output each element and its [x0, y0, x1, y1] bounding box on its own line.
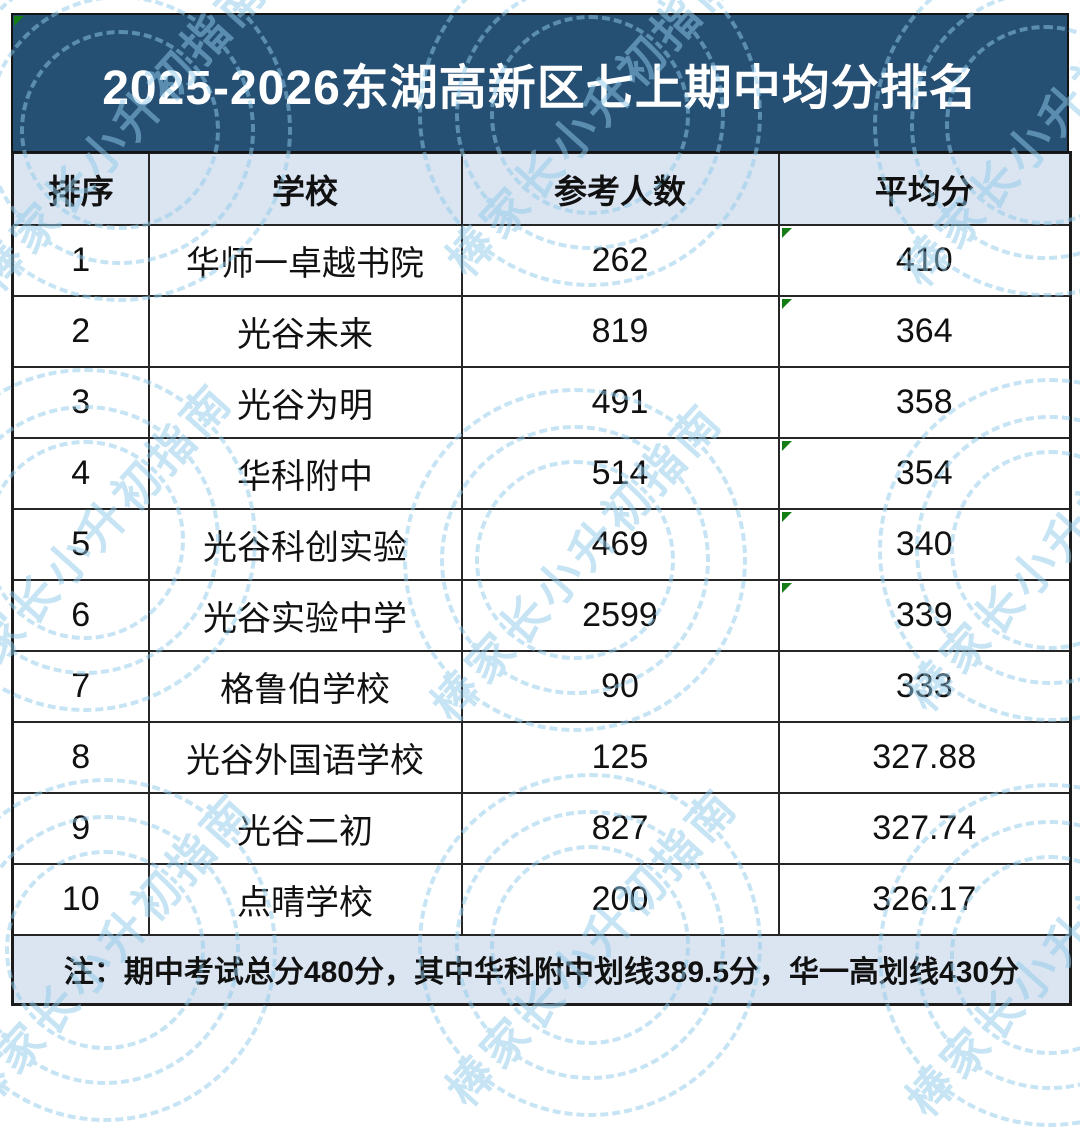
table-row: 5 光谷科创实验 469 340: [11, 507, 1072, 581]
table-row: 8 光谷外国语学校 125 327.88: [11, 720, 1072, 794]
school-cell: 格鲁伯学校: [147, 649, 463, 723]
excel-corner-flag-icon: [14, 16, 24, 26]
ranking-table: 排序 学校 参考人数 平均分 1 华师一卓越书院 262 410 2 光谷未来 …: [11, 151, 1072, 1006]
school-cell: 光谷未来: [147, 294, 463, 368]
rank-cell: 7: [11, 649, 150, 723]
school-cell: 光谷二初: [147, 791, 463, 865]
count-cell: 262: [460, 223, 780, 297]
header-school: 学校: [147, 151, 463, 226]
count-cell: 819: [460, 294, 780, 368]
rank-cell: 4: [11, 436, 150, 510]
number-stored-as-text-flag-icon: [781, 582, 792, 593]
avg-value: 358: [895, 382, 953, 421]
school-cell: 光谷实验中学: [147, 578, 463, 652]
number-stored-as-text-flag-icon: [781, 440, 792, 451]
table-row: 2 光谷未来 819 364: [11, 294, 1072, 368]
count-cell: 125: [460, 720, 780, 794]
avg-cell: 358: [777, 365, 1072, 439]
header-row: 排序 学校 参考人数 平均分: [11, 151, 1072, 226]
count-cell: 827: [460, 791, 780, 865]
number-stored-as-text-flag-icon: [781, 511, 792, 522]
table-row: 1 华师一卓越书院 262 410: [11, 223, 1072, 297]
footnote-row: 注：期中考试总分480分，其中华科附中划线389.5分，华一高划线430分: [11, 933, 1072, 1006]
avg-value: 339: [895, 595, 953, 634]
avg-cell: 327.74: [777, 791, 1072, 865]
school-cell: 光谷为明: [147, 365, 463, 439]
count-cell: 469: [460, 507, 780, 581]
rank-cell: 2: [11, 294, 150, 368]
title-bar: 2025-2026东湖高新区七上期中均分排名: [11, 13, 1069, 153]
avg-value: 327.74: [872, 808, 977, 847]
number-stored-as-text-flag-icon: [781, 227, 792, 238]
count-cell: 2599: [460, 578, 780, 652]
avg-cell: 354: [777, 436, 1072, 510]
header-avg: 平均分: [777, 151, 1072, 226]
rank-cell: 5: [11, 507, 150, 581]
school-cell: 华师一卓越书院: [147, 223, 463, 297]
page-title: 2025-2026东湖高新区七上期中均分排名: [102, 62, 978, 115]
count-cell: 514: [460, 436, 780, 510]
school-cell: 光谷外国语学校: [147, 720, 463, 794]
avg-cell: 326.17: [777, 862, 1072, 936]
avg-value: 364: [895, 311, 953, 350]
header-count: 参考人数: [460, 151, 780, 226]
avg-value: 327.88: [872, 737, 977, 776]
avg-value: 326.17: [872, 879, 977, 918]
rank-cell: 9: [11, 791, 150, 865]
table-row: 10 点晴学校 200 326.17: [11, 862, 1072, 936]
table-row: 7 格鲁伯学校 90 333: [11, 649, 1072, 723]
count-cell: 200: [460, 862, 780, 936]
avg-value: 354: [895, 453, 953, 492]
sheet: 2025-2026东湖高新区七上期中均分排名 排序 学校 参考人数 平均分 1 …: [11, 13, 1072, 1006]
rank-cell: 8: [11, 720, 150, 794]
number-stored-as-text-flag-icon: [781, 298, 792, 309]
rank-cell: 6: [11, 578, 150, 652]
avg-value: 410: [895, 240, 953, 279]
rank-cell: 10: [11, 862, 150, 936]
school-cell: 光谷科创实验: [147, 507, 463, 581]
avg-cell: 327.88: [777, 720, 1072, 794]
school-cell: 华科附中: [147, 436, 463, 510]
table-row: 9 光谷二初 827 327.74: [11, 791, 1072, 865]
footnote: 注：期中考试总分480分，其中华科附中划线389.5分，华一高划线430分: [11, 933, 1072, 1006]
table-row: 6 光谷实验中学 2599 339: [11, 578, 1072, 652]
rank-cell: 3: [11, 365, 150, 439]
count-cell: 491: [460, 365, 780, 439]
avg-cell: 364: [777, 294, 1072, 368]
avg-cell: 410: [777, 223, 1072, 297]
avg-cell: 339: [777, 578, 1072, 652]
table-row: 4 华科附中 514 354: [11, 436, 1072, 510]
avg-cell: 333: [777, 649, 1072, 723]
header-rank: 排序: [11, 151, 150, 226]
avg-cell: 340: [777, 507, 1072, 581]
count-cell: 90: [460, 649, 780, 723]
avg-value: 340: [895, 524, 953, 563]
avg-value: 333: [895, 666, 953, 705]
rank-cell: 1: [11, 223, 150, 297]
table-row: 3 光谷为明 491 358: [11, 365, 1072, 439]
school-cell: 点晴学校: [147, 862, 463, 936]
